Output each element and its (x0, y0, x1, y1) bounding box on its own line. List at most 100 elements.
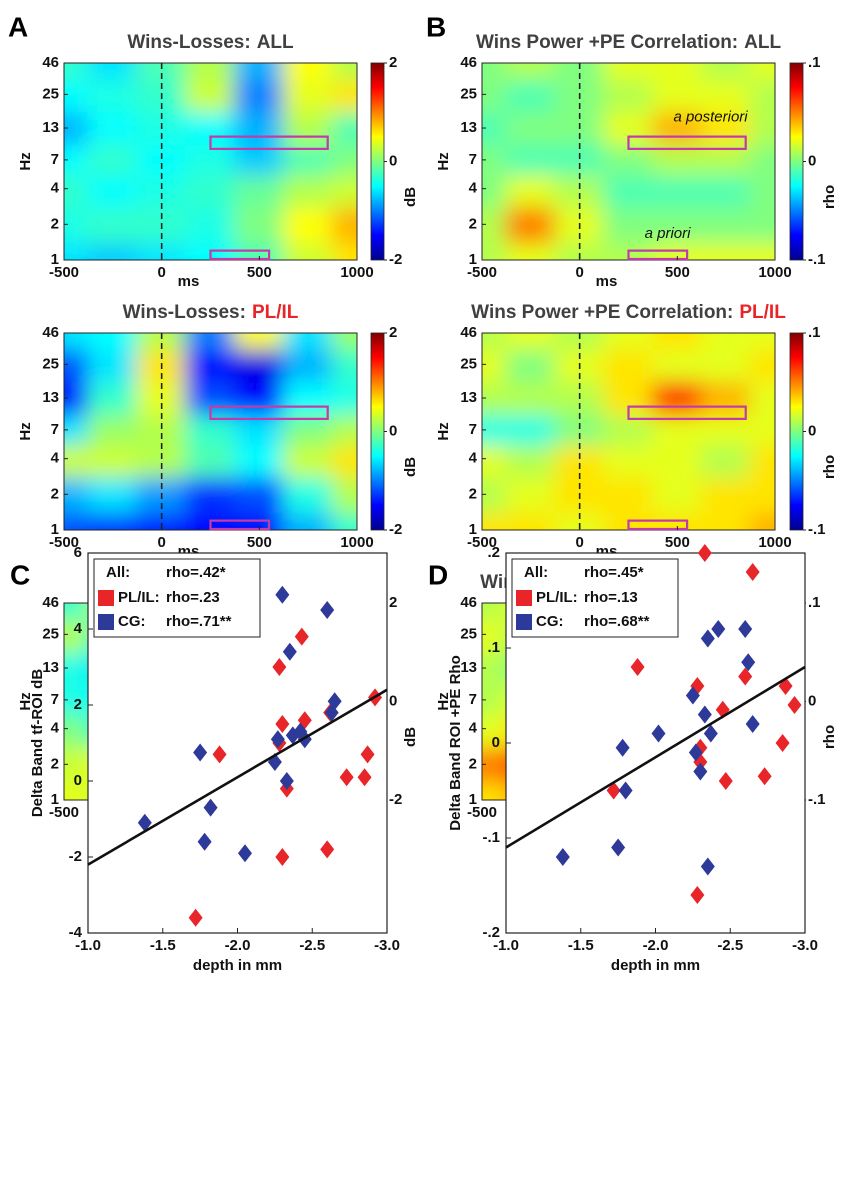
heatmap-cell (64, 511, 90, 530)
y-tick-label: .2 (487, 544, 500, 561)
y-axis-label: Hz (435, 692, 452, 710)
heatmap-panel: a posteriori a priori -500 0 500 1000 1 2 4 7 13 25… (426, 11, 838, 290)
heatmap-cell (282, 205, 334, 244)
roi-box (209, 249, 271, 261)
legend-stat: rho=.45* (584, 564, 644, 581)
heatmap-cell (505, 511, 557, 530)
heatmap-cell (282, 511, 334, 530)
heatmap-cell (505, 173, 557, 208)
heatmap-cell (87, 77, 139, 113)
heatmap-cell (482, 745, 508, 784)
panel-letter: D (428, 559, 448, 590)
x-tick-label: -1.0 (75, 937, 101, 954)
roi-box (627, 135, 747, 150)
y-tick-label: 13 (42, 119, 59, 136)
heatmap-cell (331, 110, 357, 145)
heatmap-cell (87, 475, 139, 514)
x-tick-label: -500 (467, 264, 497, 281)
data-point (555, 848, 570, 866)
heatmap-cell (87, 333, 139, 350)
heatmap-cell (603, 63, 654, 80)
y-tick-label: 1 (469, 251, 477, 268)
heatmap-cell (482, 617, 508, 653)
heatmap-cell (700, 443, 752, 478)
heatmap-cell (136, 333, 188, 350)
y-tick-label: 25 (42, 625, 59, 642)
y-tick-label: 2 (469, 215, 477, 232)
colorbar-tick-label: 0 (808, 152, 816, 169)
colorbar-tick-label: .1 (808, 54, 821, 71)
y-tick-label: 7 (51, 151, 59, 168)
heatmap-cell (282, 77, 334, 113)
data-point (718, 772, 733, 790)
y-tick-label: 46 (42, 594, 59, 611)
heatmap-cell (554, 63, 606, 80)
heatmap-cell (482, 241, 508, 260)
heatmap-cell (64, 617, 90, 653)
data-point (711, 620, 726, 638)
y-tick-label: 4 (74, 620, 83, 637)
heatmap-cell (749, 173, 775, 208)
data-point (212, 745, 227, 764)
colorbar-tick-label: -2 (389, 521, 402, 538)
y-tick-label: 25 (460, 625, 477, 642)
y-tick-label: 2 (51, 755, 59, 772)
legend-box (93, 558, 261, 638)
y-axis-label: Delta Band tf-ROI dB (29, 669, 46, 817)
heatmap-cell (331, 412, 357, 446)
panel-letter: C (10, 559, 30, 590)
x-tick-label: 0 (575, 264, 583, 281)
data-point (685, 686, 700, 705)
heatmap-cell (505, 412, 557, 446)
data-point (697, 544, 712, 562)
legend-box (511, 558, 679, 638)
title-group: PL/IL (739, 302, 786, 323)
heatmap-cell (749, 333, 775, 350)
data-point (275, 585, 290, 604)
y-tick-label: 25 (460, 355, 477, 372)
y-tick-label: 2 (74, 696, 82, 713)
heatmap-cell (233, 475, 285, 514)
legend-swatch (516, 614, 532, 630)
heatmap-cell (233, 63, 285, 80)
heatmap-cell (749, 63, 775, 80)
title-text: Wins Power +PE Correlation: (471, 302, 733, 323)
chart-title: Wins-Losses: PL/IL (123, 302, 299, 323)
heatmap-cell (749, 412, 775, 446)
y-tick-label: 4 (469, 450, 478, 467)
heatmap-panel: -500 0 500 1000 1 2 4 7 13 25 46 ms Hz Wins-Losses: AL… (8, 11, 419, 290)
y-tick-label: 0 (74, 772, 82, 789)
y-tick-label: 1 (51, 251, 59, 268)
legend-stat: rho=.68** (584, 613, 650, 630)
heatmap-cell (233, 443, 285, 478)
y-tick-label: 25 (42, 355, 59, 372)
data-point (745, 563, 760, 581)
heatmap-cell (64, 347, 90, 383)
heatmap-cell (700, 77, 752, 113)
heatmap-cell (331, 347, 357, 383)
heatmap-cell (331, 443, 357, 478)
heatmap-cell (87, 412, 139, 446)
y-tick-label: 6 (74, 544, 82, 561)
heatmap-cell (505, 241, 557, 260)
heatmap-cell (554, 511, 606, 530)
heatmap-cell (651, 77, 703, 113)
x-axis-label: depth in mm (193, 957, 282, 974)
y-tick-label: 46 (460, 324, 477, 341)
colorbar-tick-label: 0 (808, 422, 816, 439)
data-point (697, 705, 712, 724)
heatmap-cell (331, 142, 357, 176)
x-tick-label: 500 (247, 534, 272, 551)
heatmap-cell (64, 205, 90, 244)
data-point (270, 730, 285, 749)
legend-label: All: (106, 564, 130, 581)
panel-letter: A (8, 11, 28, 42)
heatmap-cell (136, 63, 188, 80)
heatmap-cells (482, 333, 775, 530)
y-tick-label: 4 (469, 180, 478, 197)
data-point (690, 886, 705, 904)
y-tick-label: 1 (469, 521, 477, 538)
y-axis-label: Hz (17, 422, 34, 440)
